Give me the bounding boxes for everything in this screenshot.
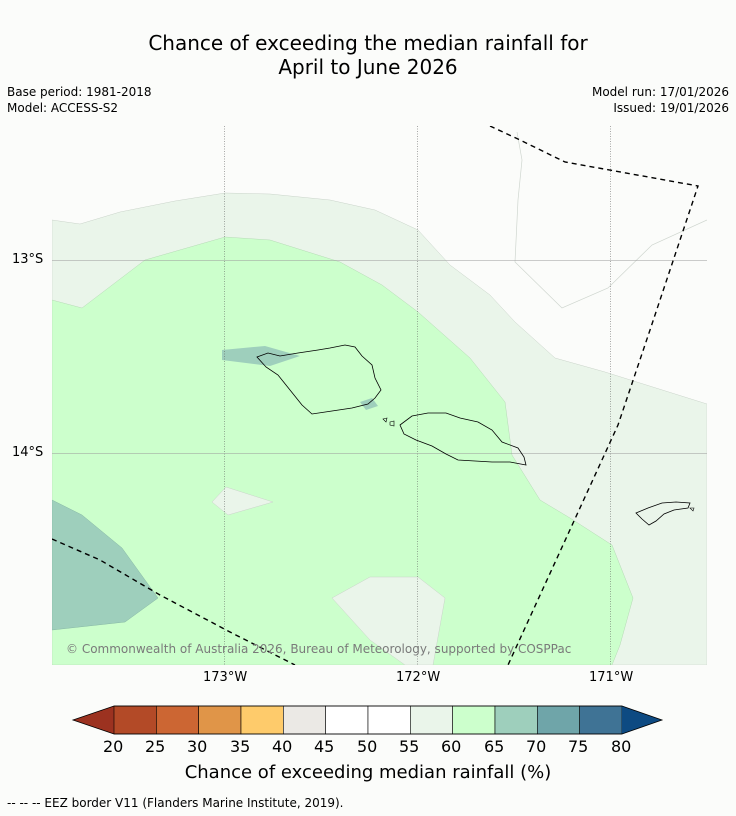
apolima-islet — [389, 420, 395, 427]
colorbar-tick-30: 30 — [187, 737, 208, 756]
colorbar-bin-70-75 — [537, 705, 580, 735]
patch-light-2 — [331, 576, 446, 665]
region-60-65 — [52, 236, 634, 665]
patch-teal-small — [360, 398, 378, 410]
colorbar-title: Chance of exceeding median rainfall (%) — [184, 762, 552, 783]
patch-teal-upolu — [222, 346, 300, 366]
colorbar-bin-30-35 — [198, 705, 242, 735]
manono-islet — [382, 417, 388, 423]
colorbar-tick-40: 40 — [272, 737, 293, 756]
colorbar-bin-65-70 — [494, 705, 538, 735]
issued-text: Issued: 19/01/2026 — [613, 101, 729, 115]
colorbar-tick-70: 70 — [526, 737, 547, 756]
savaii-island — [256, 344, 382, 415]
aunuu-islet — [689, 507, 695, 512]
upolu-island — [399, 412, 527, 466]
lon-label-173w: 173°W — [203, 670, 248, 685]
colorbar-tick-20: 20 — [103, 737, 124, 756]
patch-light-1 — [211, 486, 274, 516]
lat-label-14s: 14°S — [12, 445, 44, 460]
colorbar-bin-25-30 — [156, 705, 199, 735]
colorbar-tick-55: 55 — [399, 737, 420, 756]
model-run-text: Model run: 17/01/2026 — [591, 85, 729, 99]
colorbar-bin-45-50 — [325, 705, 369, 735]
colorbar-bin-55-60 — [410, 705, 453, 735]
colorbar-tick-50: 50 — [357, 737, 378, 756]
colorbar-bin-50-55 — [367, 705, 411, 735]
base-period-text: Base period: 1981-2018 — [7, 85, 152, 99]
eez-border — [52, 126, 699, 665]
eez-border-southwest — [52, 538, 296, 665]
colorbar-bin-40-45 — [283, 705, 326, 735]
colorbar-bin-35-40 — [240, 705, 284, 735]
colorbar-under-triangle — [73, 706, 114, 734]
map-title-line2: April to June 2026 — [278, 55, 458, 79]
tutuila-island — [635, 501, 691, 526]
map-panel — [52, 126, 707, 665]
colorbar-bin-20-25 — [113, 705, 157, 735]
colorbar-over-triangle — [622, 706, 662, 734]
lat-label-13s: 13°S — [12, 252, 44, 267]
region-65-70 — [52, 499, 159, 631]
colorbar-tick-65: 65 — [484, 737, 505, 756]
colorbar-tick-25: 25 — [145, 737, 166, 756]
contour-top-right — [514, 131, 707, 309]
colorbar — [71, 705, 664, 735]
eez-border-east — [489, 126, 699, 665]
colorbar-bin-75-80 — [579, 705, 623, 735]
colorbar-tick-60: 60 — [441, 737, 462, 756]
colorbar-outline — [71, 705, 664, 735]
copyright-notice: © Commonwealth of Australia 2026, Bureau… — [66, 642, 572, 656]
eez-legend-text: -- -- -- EEZ border V11 (Flanders Marine… — [7, 796, 344, 810]
latlines — [52, 260, 707, 454]
colorbar-bin-60-65 — [452, 705, 496, 735]
colorbar-tick-80: 80 — [611, 737, 632, 756]
model-text: Model: ACCESS-S2 — [7, 101, 119, 115]
map-title-line1: Chance of exceeding the median rainfall … — [148, 31, 588, 55]
colorbar-tick-35: 35 — [230, 737, 251, 756]
colorbar-tick-75: 75 — [568, 737, 589, 756]
colorbar-tick-45: 45 — [314, 737, 335, 756]
lon-label-172w: 172°W — [396, 670, 441, 685]
lon-label-171w: 171°W — [589, 670, 634, 685]
